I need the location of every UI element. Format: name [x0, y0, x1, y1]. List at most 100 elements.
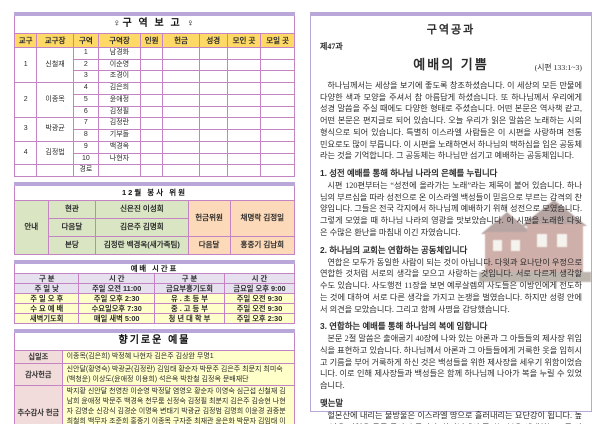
empty-cell — [162, 140, 200, 154]
place-label: 본당 — [47, 235, 97, 255]
empty-cell — [226, 140, 262, 154]
empty-cell — [139, 152, 164, 166]
empty-cell — [139, 82, 164, 95]
offering-type-label: 감사헌금 — [14, 362, 63, 387]
schedule-cell: 금요부흥기도회 — [153, 282, 225, 294]
empty-cell — [162, 82, 200, 95]
right-page: 구역공과 제47과 예배의 기쁨 (시편 133:1~3) 하나님께서는 세상을… — [310, 12, 592, 424]
column-header: 시 간 — [78, 272, 155, 284]
empty-cell — [162, 164, 200, 178]
zone-leader: 김은희 — [97, 82, 141, 95]
section-body: 본문 2절 말씀은 출애굽기 40장에 나와 있는 아론과 그 아들들의 제사장… — [320, 334, 582, 391]
member-names: 김정란 백경옥(새가족팀) — [95, 235, 189, 255]
empty-cell — [97, 164, 141, 178]
district-leader: 김정법 — [36, 140, 74, 166]
empty-cell — [13, 164, 38, 178]
empty-cell — [162, 46, 200, 60]
empty-cell — [260, 164, 295, 178]
section-heading: 3. 연합하는 예배를 통해 하나님의 복에 임합니다 — [320, 321, 488, 332]
zone-number: 7 — [72, 117, 99, 131]
section-body: 연합은 모두가 동일한 사람이 되는 것이 아닙니다. 다윗과 요나단이 우정으… — [320, 257, 582, 314]
column-header: 모인 곳 — [226, 32, 262, 48]
worship-schedule-title: 예배 시간표 — [14, 261, 295, 274]
offering-type-label: 십일조 — [14, 349, 63, 364]
empty-cell — [226, 70, 262, 84]
district-report-table: ♀구 역 보 고 ♀ 교구 교구장 구역 구역장 인원 헌금 성경 모인 곳 모일 곳 1 신철재 1 남… — [13, 12, 295, 178]
empty-cell — [139, 164, 164, 178]
empty-cell — [226, 58, 262, 72]
zone-leader: 김정필 — [97, 105, 141, 119]
scripture-reference: (시편 133:1~3) — [534, 63, 582, 72]
empty-cell — [139, 117, 164, 131]
zone-leader: 조경이 — [97, 70, 141, 84]
empty-cell — [198, 46, 228, 60]
column-header: 교구장 — [36, 32, 74, 48]
empty-cell — [139, 105, 164, 119]
empty-cell — [226, 46, 262, 60]
zone-leader: 기부돌 — [97, 129, 141, 142]
schedule-cell: 주일 오후 2:30 — [78, 292, 155, 304]
member-names: 신은진 이성희 — [95, 199, 189, 219]
lesson-title-row: 예배의 기쁨 (시편 133:1~3) — [320, 54, 582, 74]
empty-cell — [162, 58, 200, 72]
district-report-title: ♀구 역 보 고 ♀ — [14, 13, 295, 34]
lesson-number: 제47과 — [320, 42, 343, 51]
empty-cell — [139, 140, 164, 154]
schedule-cell: 주일 오전 9:30 — [223, 302, 296, 315]
offering-names: 박지황 신안달 천영찬 이순영 박정달 염영오 황순자 이영숙 심근섭 신철재 … — [61, 385, 296, 424]
zone-number: 4 — [72, 82, 99, 95]
schedule-cell: 새벽기도회 — [13, 313, 80, 325]
empty-cell — [162, 117, 200, 131]
column-header: 구역 — [72, 32, 99, 48]
lesson-title: 예배의 기쁨 — [413, 57, 489, 72]
district-number: 2 — [13, 82, 38, 119]
empty-cell — [260, 140, 295, 154]
empty-cell — [162, 70, 200, 84]
district-leader: 박광균 — [36, 117, 74, 142]
member-names: 김은주 김명희 — [95, 217, 189, 237]
lesson-body: 하나님께서는 세상을 보기에 좋도록 창조하셨습니다. 이 세상의 모든 만물에… — [320, 80, 582, 424]
schedule-cell: 금요일 오후 9:00 — [223, 282, 296, 294]
zone-number: 10 — [72, 152, 99, 166]
schedule-cell: 청 년 대 학 부 — [153, 313, 225, 325]
service-committee-title: 12월 봉사 위원 — [14, 183, 295, 201]
zone-number: 5 — [72, 93, 99, 107]
lesson-intro: 하나님께서는 세상을 보기에 좋도록 창조하셨습니다. 이 세상의 모든 만물에… — [320, 81, 582, 161]
empty-cell — [36, 164, 74, 178]
column-header: 성경 — [198, 32, 228, 48]
district-leader: 신철재 — [36, 46, 74, 84]
empty-cell — [139, 46, 164, 60]
schedule-cell: 수 요 예 배 — [13, 302, 80, 315]
empty-cell — [260, 70, 295, 84]
empty-cell — [162, 93, 200, 107]
empty-cell — [198, 164, 228, 178]
zone-number: 1 — [72, 46, 99, 60]
column-header: 구역장 — [97, 32, 141, 48]
empty-cell — [260, 152, 295, 166]
empty-cell — [198, 105, 228, 119]
column-header: 구 분 — [13, 272, 80, 284]
empty-cell — [139, 58, 164, 72]
zone-leader: 남경화 — [97, 46, 141, 60]
offerings-title: 향기로운 예물 — [14, 330, 295, 351]
column-header: 구 분 — [153, 272, 225, 284]
empty-cell — [198, 140, 228, 154]
place-label: 현관 — [47, 199, 97, 219]
zone-number: 3 — [72, 70, 99, 84]
zone-leader: 김정란 — [97, 117, 141, 131]
offering-committee-label: 헌금위원 — [187, 199, 231, 237]
empty-cell — [260, 129, 295, 142]
zone-leader: 윤애정 — [97, 93, 141, 107]
zone-leader: 백경옥 — [97, 140, 141, 154]
empty-cell — [162, 129, 200, 142]
schedule-cell: 주 일 오 후 — [13, 292, 80, 304]
empty-cell — [198, 152, 228, 166]
guide-label: 안내 — [14, 199, 49, 255]
lesson-section-title: 구역공과 — [426, 24, 476, 36]
zone-number: 6 — [72, 105, 99, 119]
empty-cell — [260, 105, 295, 119]
empty-cell — [226, 82, 262, 95]
column-header: 모일 곳 — [260, 32, 295, 48]
district-number: 4 — [13, 140, 38, 166]
